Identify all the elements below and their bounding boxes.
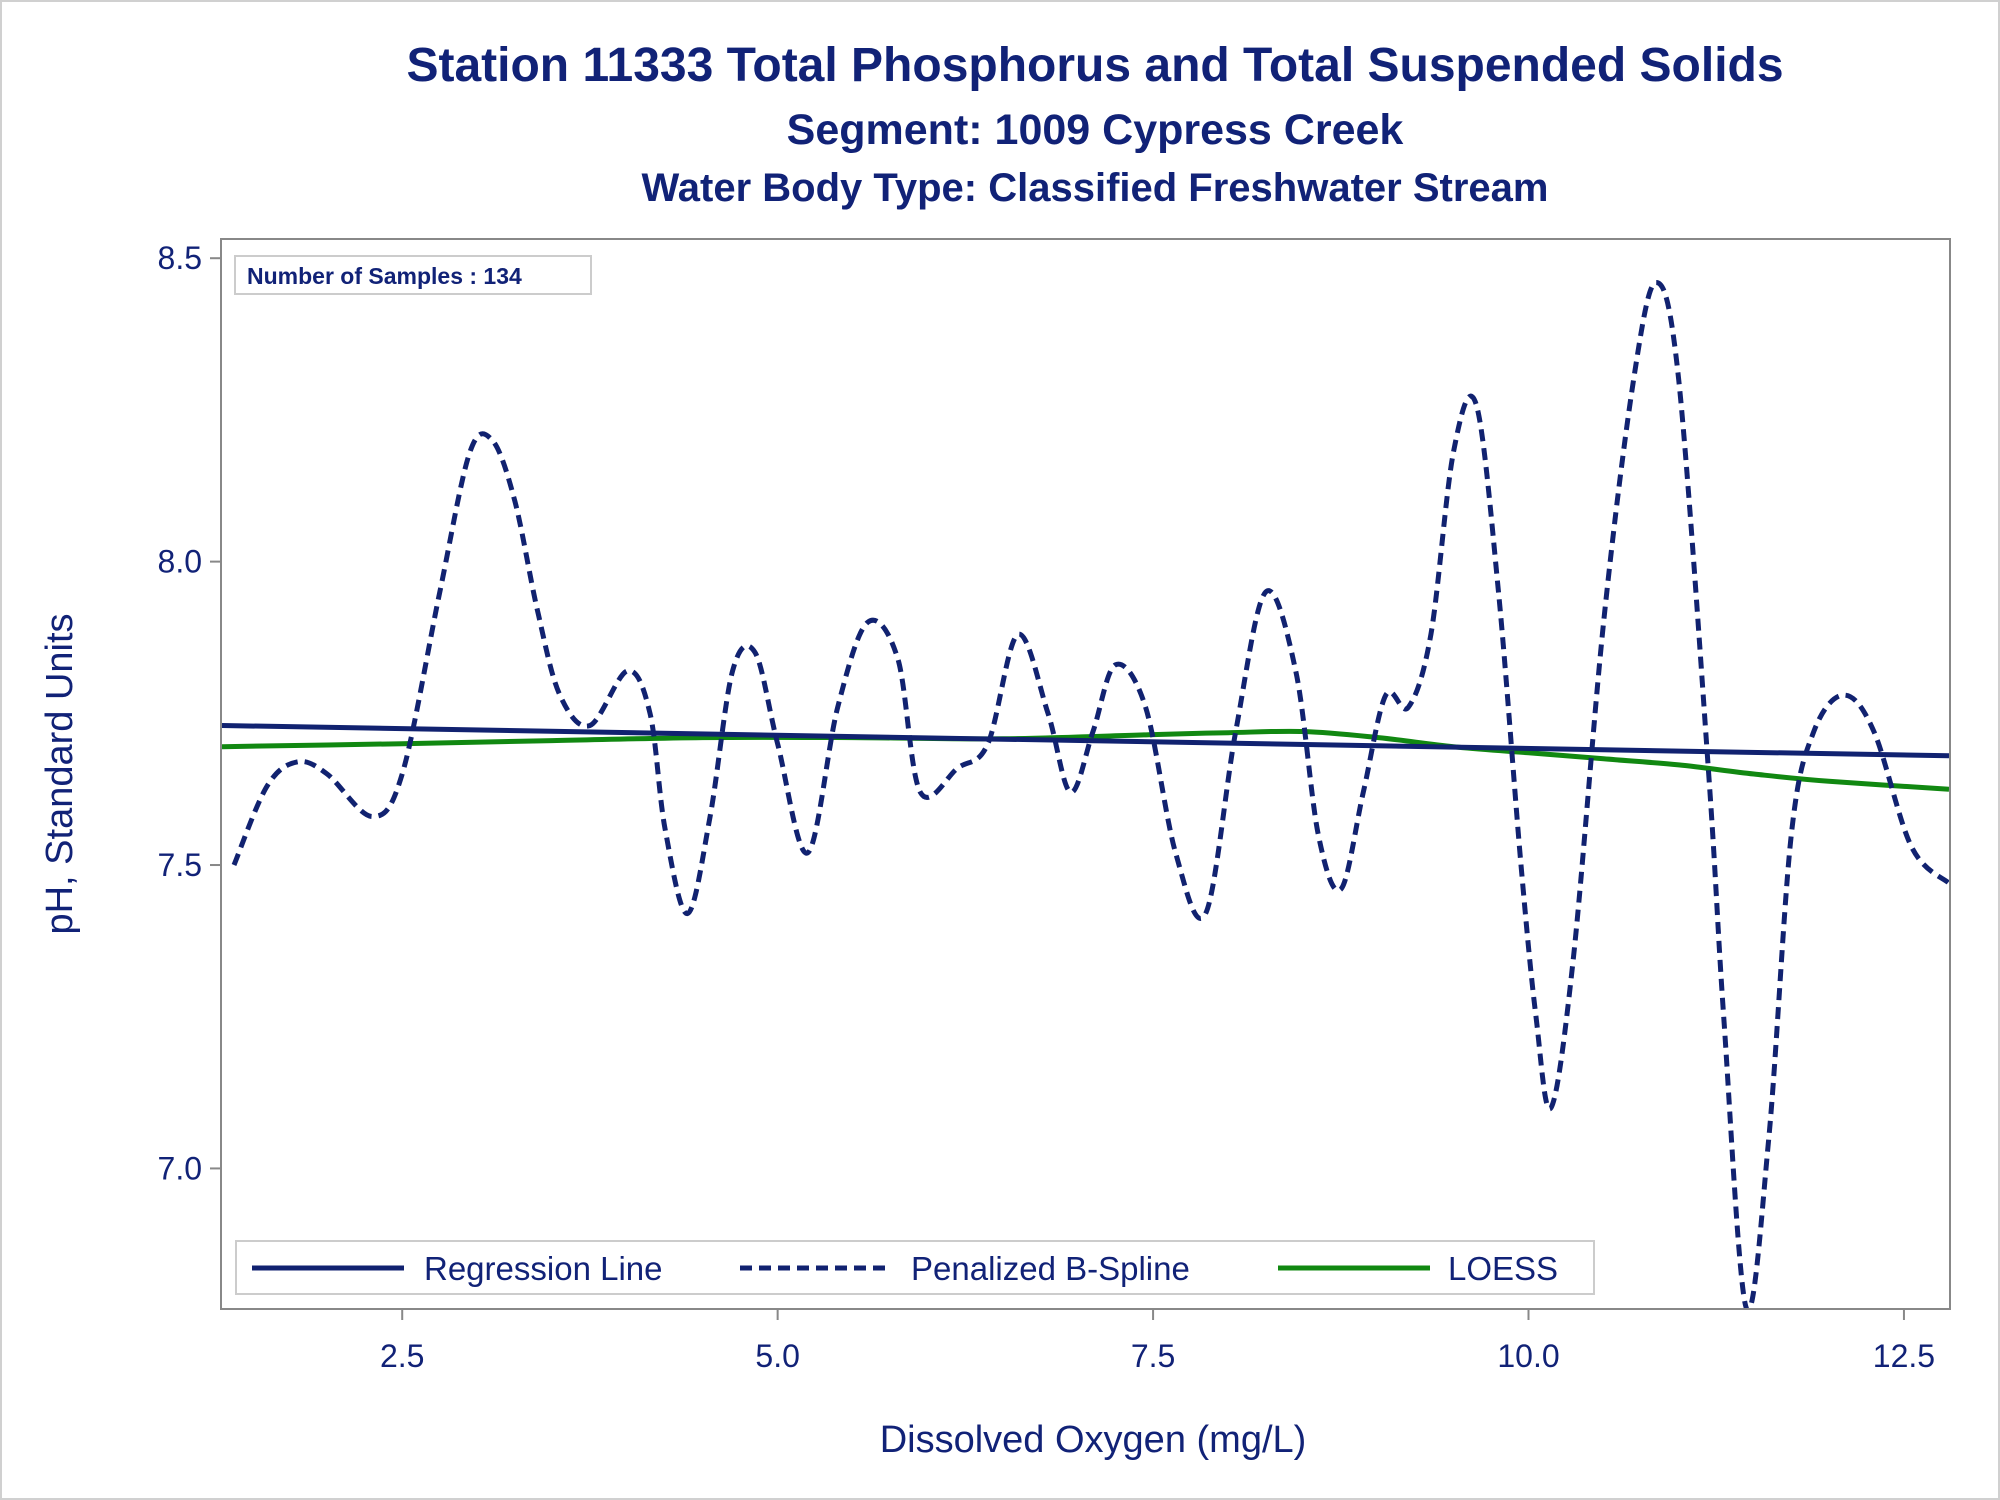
chart-title: Station 11333 Total Phosphorus and Total… — [406, 39, 1784, 92]
x-tick-label: 7.5 — [1131, 1338, 1175, 1374]
legend-label: LOESS — [1448, 1250, 1558, 1287]
sample-count-box: Number of Samples : 134 — [234, 255, 592, 295]
y-tick-label: 7.5 — [158, 847, 202, 883]
x-tick-label: 5.0 — [755, 1338, 799, 1374]
series-layer — [222, 280, 1949, 1308]
chart-subtitle-water-body: Water Body Type: Classified Freshwater S… — [641, 166, 1549, 210]
legend: Regression Line Penalized B-Spline LOESS — [235, 1240, 1595, 1295]
y-tick-label: 8.5 — [158, 240, 202, 276]
y-tick-label: 7.0 — [158, 1150, 202, 1186]
sample-count-label: Number of Samples : 134 — [247, 263, 522, 289]
y-tick-label: 8.0 — [158, 544, 202, 580]
legend-label: Penalized B-Spline — [911, 1250, 1190, 1287]
series-line-regression-line — [222, 723, 1949, 759]
x-axis: 2.5 5.0 7.5 10.0 12.5 — [380, 1309, 1935, 1374]
series-line-loess — [222, 728, 1949, 792]
x-tick-label: 12.5 — [1873, 1338, 1935, 1374]
series-line-penalized-b-spline — [231, 280, 1949, 1308]
x-tick-label: 10.0 — [1497, 1338, 1559, 1374]
chart-subtitle-segment: Segment: 1009 Cypress Creek — [786, 106, 1404, 154]
plot-area — [220, 238, 1951, 1310]
legend-label: Regression Line — [424, 1250, 662, 1287]
y-axis-label: pH, Standard Units — [39, 613, 81, 934]
y-axis: 7.0 7.5 8.0 8.5 — [158, 240, 221, 1186]
x-tick-label: 2.5 — [380, 1338, 424, 1374]
x-axis-label: Dissolved Oxygen (mg/L) — [880, 1419, 1307, 1461]
